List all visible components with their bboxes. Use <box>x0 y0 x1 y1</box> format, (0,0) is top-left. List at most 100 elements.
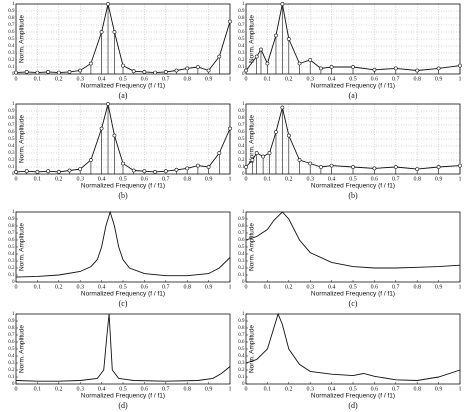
y-tick-label: 1 <box>242 2 245 7</box>
panel-caption: (c) <box>119 299 128 308</box>
y-tick-label: 0.8 <box>8 116 15 121</box>
stem-marker <box>329 163 334 168</box>
x-axis-label: Normalized Frequency (f / f1) <box>81 83 165 90</box>
stem-marker <box>206 165 211 169</box>
x-axis-label: Normalized Frequency (f / f1) <box>81 183 165 190</box>
y-tick-label: 0.5 <box>238 245 245 250</box>
stem-marker <box>112 133 117 138</box>
y-tick-label: 0.6 <box>238 340 245 345</box>
y-tick-label: 0.6 <box>238 238 245 243</box>
x-tick-label: 0.8 <box>413 386 421 392</box>
stem-marker <box>56 169 61 174</box>
panel-caption: (d) <box>118 401 128 410</box>
stem-marker <box>99 126 104 131</box>
y-tick-label: 0.7 <box>8 23 15 28</box>
stem-marker <box>185 166 190 171</box>
x-tick-label: 0.6 <box>371 76 379 82</box>
x-tick-label: 0.4 <box>98 76 106 82</box>
y-tick-label: 0.9 <box>238 109 245 114</box>
y-tick-label: 0.4 <box>238 44 245 49</box>
x-tick-label: 0.2 <box>55 76 63 82</box>
y-tick-label: 0.2 <box>238 158 245 163</box>
x-tick-label: 0.4 <box>328 284 336 290</box>
y-tick-label: 0.7 <box>8 231 15 236</box>
x-tick-label: 0.2 <box>55 176 63 182</box>
stem-marker <box>393 165 398 169</box>
y-tick-label: 0.7 <box>238 333 245 338</box>
y-tick-label: 0.2 <box>8 266 15 271</box>
x-tick-label: 0 <box>15 386 18 392</box>
stem-marker <box>195 65 200 69</box>
stem-marker <box>112 30 117 34</box>
stem-marker <box>153 70 158 75</box>
stem-marker <box>244 68 248 73</box>
x-tick-label: 0.9 <box>205 386 213 392</box>
x-tick-label: 0.3 <box>76 284 84 290</box>
x-tick-label: 0 <box>15 176 18 182</box>
y-tick-label: 0.5 <box>238 347 245 352</box>
y-tick-label: 0.4 <box>238 252 245 257</box>
y-tick-label: 0.9 <box>8 9 15 14</box>
stem-marker <box>217 54 222 59</box>
y-tick-label: 0 <box>242 280 245 285</box>
stem-marker <box>318 66 323 71</box>
x-tick-label: 0.6 <box>141 76 149 82</box>
y-tick-label: 0.5 <box>238 37 245 42</box>
y-tick-label: 0.8 <box>8 224 15 229</box>
panel: 0 0.1 0.2 0.3 0.4 0.5 0.6 0.7 0.8 0.9 1 0 0.1 0.2 0.3 0… <box>8 102 232 200</box>
x-tick-label: 0.3 <box>306 386 314 392</box>
x-tick-label: 0.4 <box>328 76 336 82</box>
y-tick-label: 0.7 <box>238 231 245 236</box>
panel: 0 0.1 0.2 0.3 0.4 0.5 0.6 0.7 0.8 0.9 1 0 0.1 0.2 0.3 0… <box>238 210 461 308</box>
x-tick-label: 0.1 <box>34 386 42 392</box>
stem-marker <box>206 68 211 73</box>
x-tick-label: 0.9 <box>435 284 443 290</box>
stem-marker <box>46 70 51 74</box>
y-tick-label: 1 <box>12 2 15 7</box>
y-tick-label: 0.9 <box>8 319 15 324</box>
x-tick-label: 0.5 <box>349 76 357 82</box>
x-tick-label: 0.1 <box>264 284 272 290</box>
x-tick-label: 0.3 <box>306 76 314 82</box>
x-tick-label: 0.8 <box>413 176 421 182</box>
curve <box>15 103 231 173</box>
x-tick-label: 0.5 <box>119 386 127 392</box>
panel-caption: (d) <box>348 401 358 410</box>
y-tick-label: 1 <box>12 102 15 107</box>
panel-caption: (a) <box>119 91 128 100</box>
stem-marker <box>372 166 377 171</box>
stem-marker <box>163 169 168 174</box>
x-tick-label: 0.2 <box>285 176 293 182</box>
x-tick-label: 0.3 <box>306 176 314 182</box>
stem-marker <box>228 126 232 131</box>
stem-marker <box>436 66 441 71</box>
x-tick-label: 0.9 <box>435 76 443 82</box>
x-tick-label: 0.6 <box>371 176 379 182</box>
stem-marker <box>67 70 72 74</box>
stem-marker <box>106 2 110 6</box>
stem-marker <box>67 168 72 173</box>
y-axis-label: Norm. Amplitude <box>249 115 256 163</box>
x-axis-label: Normalized Frequency (f / f1) <box>311 291 395 298</box>
y-tick-label: 0.4 <box>8 144 15 149</box>
x-tick-label: 0.5 <box>349 176 357 182</box>
stem-marker <box>458 163 462 168</box>
stem-marker <box>308 58 313 62</box>
x-axis-label: Normalized Frequency (f / f1) <box>311 183 395 190</box>
x-tick-label: 0.3 <box>76 386 84 392</box>
x-tick-label: 0.9 <box>435 176 443 182</box>
y-tick-label: 1 <box>242 102 245 107</box>
x-tick-label: 0.8 <box>183 76 191 82</box>
y-tick-label: 0.9 <box>238 9 245 14</box>
y-tick-label: 0.1 <box>8 65 15 70</box>
stem-marker <box>174 167 179 172</box>
panel-caption: (b) <box>118 191 128 200</box>
y-tick-label: 0.3 <box>8 259 15 264</box>
stem-marker <box>351 65 355 69</box>
y-tick-label: 0.6 <box>8 340 15 345</box>
stem-marker <box>280 2 285 6</box>
x-tick-label: 0.4 <box>98 284 106 290</box>
x-axis-label: Normalized Frequency (f / f1) <box>311 393 395 400</box>
y-tick-label: 0.3 <box>238 361 245 366</box>
y-axis-label: Norm. Amplitude <box>249 325 256 373</box>
